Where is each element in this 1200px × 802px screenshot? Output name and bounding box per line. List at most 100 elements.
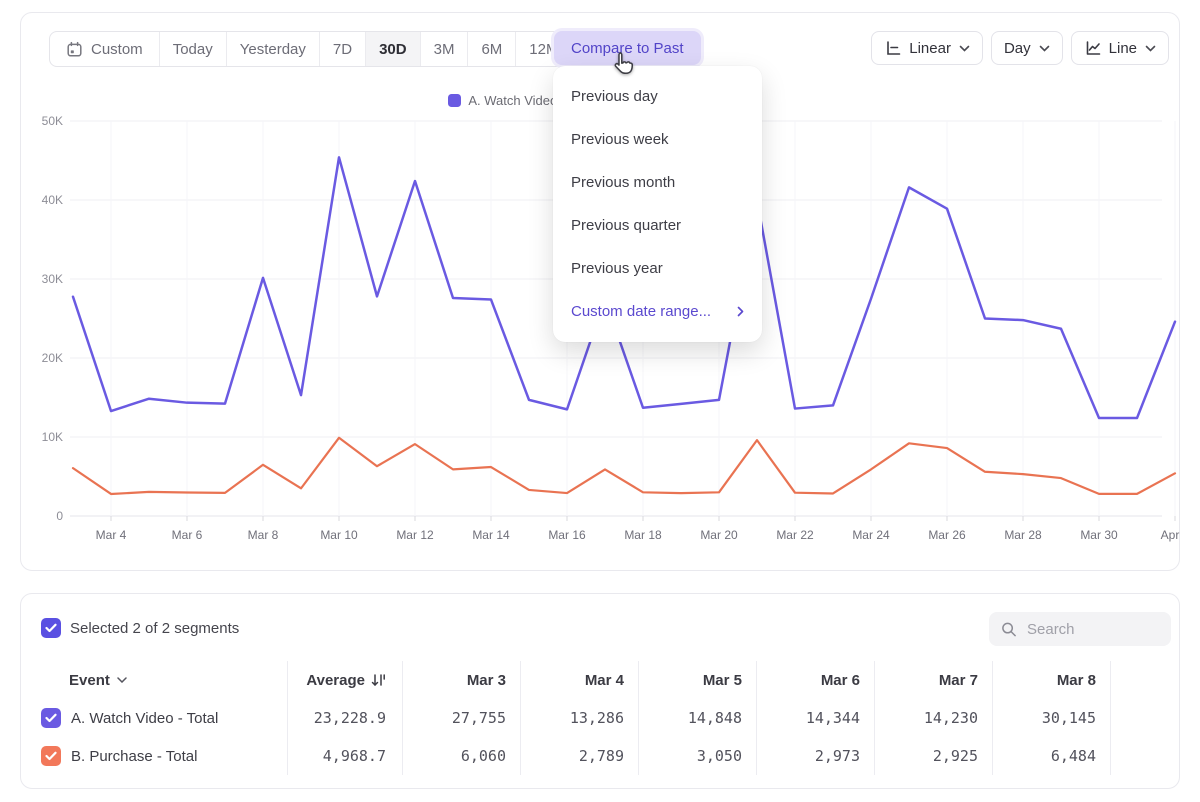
menu-item-previous-quarter[interactable]: Previous quarter xyxy=(553,204,762,247)
svg-text:Mar 8: Mar 8 xyxy=(248,528,279,542)
average-header-label: Average xyxy=(306,672,365,689)
cell-value: 2,789 xyxy=(579,747,624,765)
row-value-cell: 14,848 xyxy=(638,699,756,737)
cell-value: 13,286 xyxy=(570,709,624,727)
menu-item-label: Previous day xyxy=(571,88,658,105)
segment-checkbox[interactable] xyxy=(41,708,61,728)
search-input[interactable] xyxy=(1025,620,1159,639)
date-preset-30d[interactable]: 30D xyxy=(365,32,420,66)
cell-value: 30,145 xyxy=(1042,709,1096,727)
date-preset-7d[interactable]: 7D xyxy=(319,32,365,66)
column-header-mar-4[interactable]: Mar 4 xyxy=(520,661,638,699)
segments-table: Event Average Mar 3 Mar 4 Mar 5 Mar 6 Mar 7 Mar… xyxy=(21,661,1180,775)
cell-value: 14,230 xyxy=(924,709,978,727)
segment-label: B. Purchase - Total xyxy=(71,748,197,765)
svg-text:Mar 20: Mar 20 xyxy=(700,528,738,542)
row-value-cell: 6,060 xyxy=(402,737,520,775)
date-preset-label: Yesterday xyxy=(240,41,306,58)
date-preset-custom[interactable]: Custom xyxy=(50,32,159,66)
menu-item-previous-day[interactable]: Previous day xyxy=(553,75,762,118)
svg-text:Mar 24: Mar 24 xyxy=(852,528,890,542)
average-value: 4,968.7 xyxy=(323,747,386,765)
cell-value: 2,925 xyxy=(933,747,978,765)
column-header-mar-6[interactable]: Mar 6 xyxy=(756,661,874,699)
line-chart-icon xyxy=(1084,39,1102,57)
menu-item-previous-month[interactable]: Previous month xyxy=(553,161,762,204)
row-value-cell: 30,145 xyxy=(992,699,1110,737)
menu-item-previous-year[interactable]: Previous year xyxy=(553,247,762,290)
svg-text:Mar 14: Mar 14 xyxy=(472,528,510,542)
svg-text:Mar 6: Mar 6 xyxy=(172,528,203,542)
row-event-cell: B. Purchase - Total xyxy=(21,737,287,775)
chart-type-dropdown[interactable]: Line xyxy=(1071,31,1169,65)
average-value: 23,228.9 xyxy=(314,709,386,727)
menu-item-label: Previous month xyxy=(571,174,675,191)
svg-text:Mar 18: Mar 18 xyxy=(624,528,662,542)
row-average-cell: 4,968.7 xyxy=(287,737,402,775)
column-header-event[interactable]: Event xyxy=(21,661,287,699)
chevron-down-icon xyxy=(1039,45,1050,52)
menu-item-label: Previous year xyxy=(571,260,663,277)
scale-dropdown[interactable]: Linear xyxy=(871,31,983,65)
segments-summary-label: Selected 2 of 2 segments xyxy=(70,620,239,637)
date-preset-label: Today xyxy=(173,41,213,58)
column-header-mar-3[interactable]: Mar 3 xyxy=(402,661,520,699)
column-header-mar-7[interactable]: Mar 7 xyxy=(874,661,992,699)
segments-summary-row: Selected 2 of 2 segments xyxy=(41,618,239,638)
svg-text:Mar 30: Mar 30 xyxy=(1080,528,1118,542)
table-header-row: Event Average Mar 3 Mar 4 Mar 5 Mar 6 Mar 7 Mar… xyxy=(21,661,1180,699)
segment-checkbox[interactable] xyxy=(41,746,61,766)
date-header-label: Mar 5 xyxy=(703,672,742,689)
cell-value: 6,484 xyxy=(1051,747,1096,765)
date-preset-label: 30D xyxy=(379,41,407,58)
cursor-pointer-icon xyxy=(610,49,638,84)
row-value-cell: 2,925 xyxy=(874,737,992,775)
interval-dropdown-label: Day xyxy=(1004,40,1031,57)
date-preset-6m[interactable]: 6M xyxy=(467,32,515,66)
date-preset-label: Custom xyxy=(91,41,143,58)
svg-text:50K: 50K xyxy=(42,114,63,128)
date-preset-label: 6M xyxy=(481,41,502,58)
row-value-cell: 14,344 xyxy=(756,699,874,737)
menu-item-label: Previous quarter xyxy=(571,217,681,234)
svg-text:Mar 16: Mar 16 xyxy=(548,528,586,542)
chart-type-dropdown-label: Line xyxy=(1109,40,1137,57)
column-header-average[interactable]: Average xyxy=(287,661,402,699)
svg-text:Mar 4: Mar 4 xyxy=(96,528,127,542)
chevron-right-icon xyxy=(737,306,744,317)
chevron-down-icon xyxy=(117,677,127,683)
column-header-mar-8[interactable]: Mar 8 xyxy=(992,661,1110,699)
search-box[interactable] xyxy=(989,612,1171,646)
date-preset-today[interactable]: Today xyxy=(159,32,226,66)
column-header-m[interactable]: M xyxy=(1110,661,1180,699)
checkmark-icon xyxy=(45,623,57,633)
table-row: A. Watch Video - Total23,228.927,75513,2… xyxy=(21,699,1180,737)
date-header-label: Mar 8 xyxy=(1057,672,1096,689)
cell-value: 6,060 xyxy=(461,747,506,765)
svg-text:0: 0 xyxy=(56,509,63,523)
menu-item-custom-date-range[interactable]: Custom date range... xyxy=(553,290,762,333)
date-preset-3m[interactable]: 3M xyxy=(420,32,468,66)
svg-text:30K: 30K xyxy=(42,272,63,286)
date-preset-label: 3M xyxy=(434,41,455,58)
svg-text:Mar 10: Mar 10 xyxy=(320,528,358,542)
row-event-cell: A. Watch Video - Total xyxy=(21,699,287,737)
column-header-mar-5[interactable]: Mar 5 xyxy=(638,661,756,699)
svg-text:Apr 1: Apr 1 xyxy=(1161,528,1182,542)
date-header-label: Mar 6 xyxy=(821,672,860,689)
menu-item-previous-week[interactable]: Previous week xyxy=(553,118,762,161)
analytics-page: { "toolbar": { "date_presets": ["Custom"… xyxy=(0,0,1200,802)
chevron-down-icon xyxy=(1145,45,1156,52)
date-preset-yesterday[interactable]: Yesterday xyxy=(226,32,319,66)
date-header-label: Mar 4 xyxy=(585,672,624,689)
svg-text:Mar 12: Mar 12 xyxy=(396,528,434,542)
row-value-cell: 14,230 xyxy=(874,699,992,737)
row-value-cell: 15, xyxy=(1110,699,1180,737)
date-header-label: Mar 3 xyxy=(467,672,506,689)
date-range-segmented-control: CustomTodayYesterday7D30D3M6M12M xyxy=(49,31,572,67)
interval-dropdown[interactable]: Day xyxy=(991,31,1063,65)
cell-value: 3,050 xyxy=(697,747,742,765)
compare-to-past-menu: Previous day Previous week Previous month P… xyxy=(553,66,762,342)
select-all-checkbox[interactable] xyxy=(41,618,61,638)
chart-options-group: Linear Day Line xyxy=(871,31,1169,65)
